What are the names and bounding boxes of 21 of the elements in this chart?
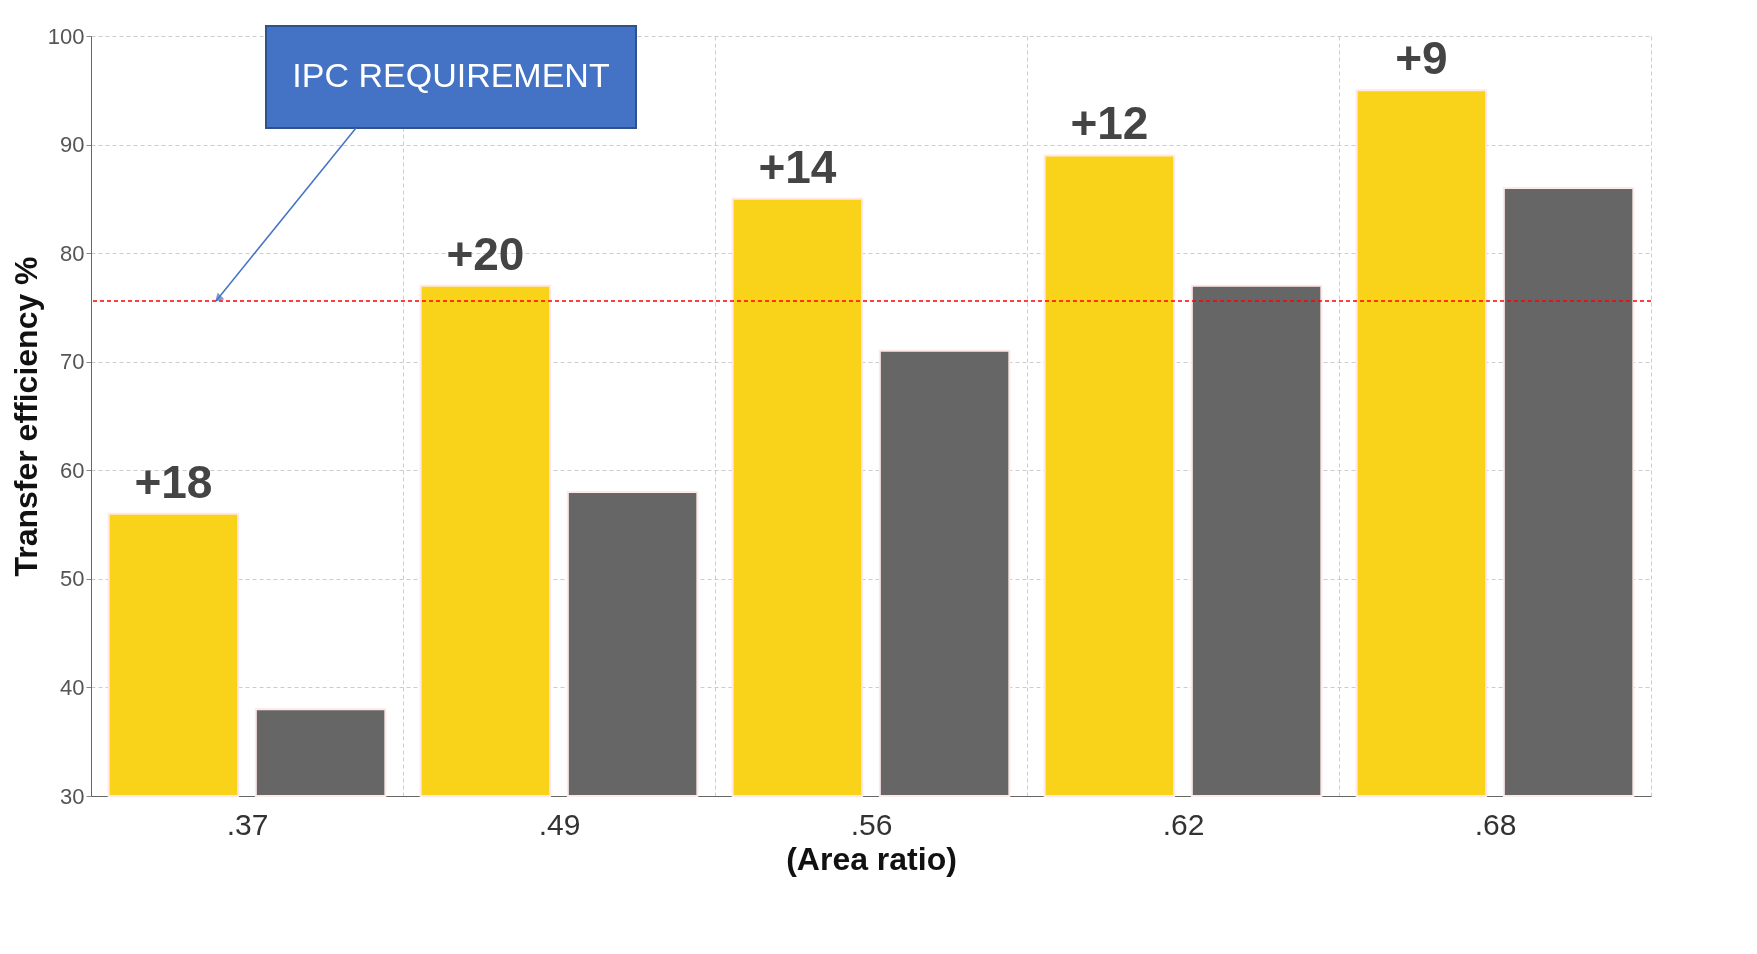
annotation: +14 bbox=[758, 140, 837, 193]
annotation: +20 bbox=[446, 227, 525, 280]
annotation: +9 bbox=[1395, 32, 1448, 85]
ref-line-label: IPC REQUIREMENT bbox=[292, 56, 610, 94]
x-tick-label: .56 bbox=[850, 807, 893, 841]
y-tick-label: 90 bbox=[60, 132, 85, 158]
y-tick-label: 30 bbox=[60, 783, 85, 809]
y-tick-label: 80 bbox=[60, 240, 85, 266]
y-tick-label: 50 bbox=[60, 566, 85, 592]
y-tick-label: 70 bbox=[60, 349, 85, 375]
x-tick-label: .68 bbox=[1474, 807, 1517, 841]
y-tick-label: 40 bbox=[60, 674, 85, 700]
y-axis-title: Transfer efficiency % bbox=[7, 256, 44, 577]
x-tick-label: .49 bbox=[538, 807, 581, 841]
y-tick-label: 60 bbox=[60, 457, 85, 483]
annotation: +12 bbox=[1070, 97, 1149, 150]
x-tick-label: .37 bbox=[226, 807, 269, 841]
y-tick-label: 100 bbox=[47, 23, 85, 49]
annotation: +18 bbox=[134, 455, 213, 508]
x-tick-label: .62 bbox=[1162, 807, 1205, 841]
x-axis-title: (Area ratio) bbox=[786, 840, 957, 877]
